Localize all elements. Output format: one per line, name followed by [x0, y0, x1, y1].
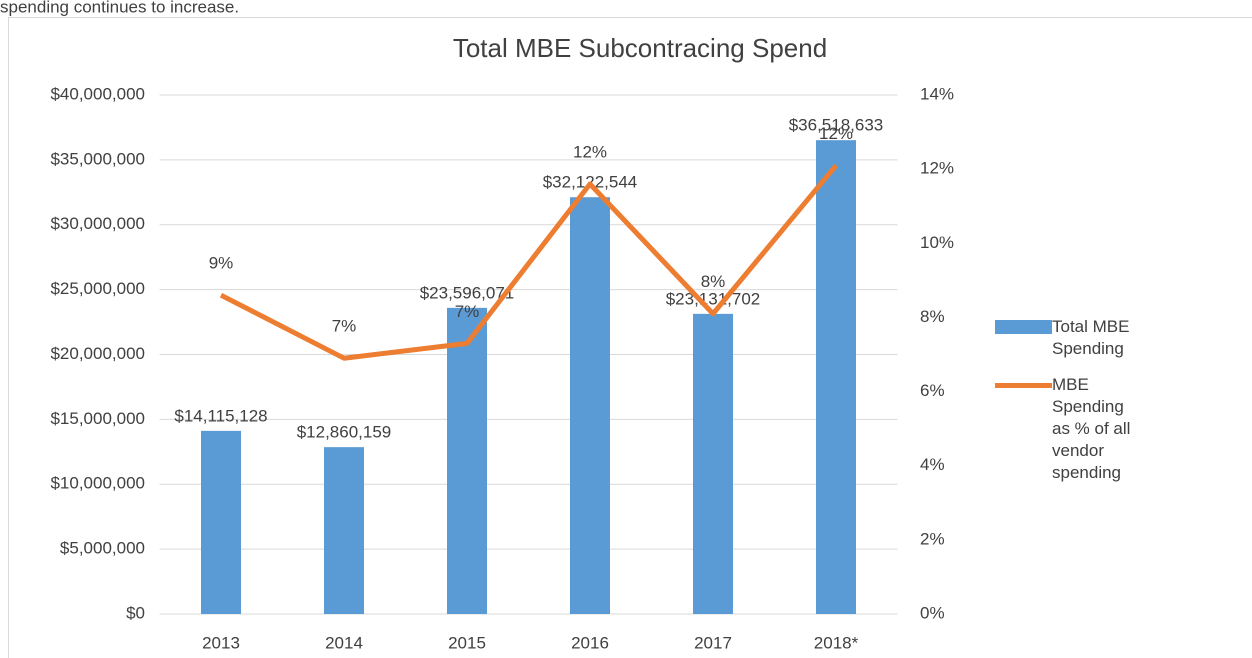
- legend-label: MBE Spending as % of all vendor spending: [1052, 375, 1131, 482]
- line-value-label: 9%: [209, 254, 234, 273]
- legend-label: Total MBE Spending: [1052, 317, 1130, 358]
- y2-tick-label: 12%: [920, 159, 954, 178]
- y2-tick-label: 14%: [920, 84, 954, 103]
- bar-value-label: $12,860,159: [297, 423, 392, 442]
- y-tick-label: $35,000,000: [50, 149, 145, 168]
- bar: [201, 430, 241, 614]
- x-tick-label: 2016: [571, 633, 609, 652]
- x-tick-label: 2018*: [814, 633, 859, 652]
- y-tick-label: $5,000,000: [60, 539, 145, 558]
- legend-item: Total MBE Spending: [995, 316, 1145, 360]
- y-tick-label: $40,000,000: [50, 84, 145, 103]
- y2-tick-label: 8%: [920, 307, 945, 326]
- legend-item: MBE Spending as % of all vendor spending: [995, 374, 1145, 484]
- y-tick-label: $15,000,000: [50, 409, 145, 428]
- legend: Total MBE Spending MBE Spending as % of a…: [995, 316, 1145, 498]
- y2-tick-label: 6%: [920, 381, 945, 400]
- x-tick-label: 2017: [694, 633, 732, 652]
- y-tick-label: $25,000,000: [50, 279, 145, 298]
- y-tick-label: $10,000,000: [50, 474, 145, 493]
- legend-swatch: [995, 383, 1052, 388]
- y-tick-label: $20,000,000: [50, 344, 145, 363]
- line-value-label: 7%: [455, 302, 480, 321]
- y-tick-label: $0: [126, 603, 145, 622]
- bar: [324, 447, 364, 614]
- bar-value-label: $23,596,071: [420, 283, 515, 302]
- y2-tick-label: 10%: [920, 233, 954, 252]
- bar-value-label: $14,115,128: [174, 406, 267, 425]
- bar: [570, 197, 610, 614]
- bar: [447, 307, 487, 614]
- y2-tick-label: 4%: [920, 455, 945, 474]
- chart-border: [8, 17, 1252, 658]
- bar: [693, 313, 733, 614]
- bar-value-label: $23,131,702: [666, 289, 761, 308]
- line: [219, 163, 838, 361]
- line-value-label: 12%: [573, 142, 607, 161]
- caption: spending continues to increase.: [0, 0, 239, 16]
- line-value-label: 7%: [332, 317, 357, 336]
- x-tick-label: 2015: [448, 633, 486, 652]
- y2-tick-label: 0%: [920, 603, 945, 622]
- chart-title: Total MBE Subcontracing Spend: [453, 33, 827, 63]
- line-value-label: 8%: [701, 272, 726, 291]
- x-tick-label: 2014: [325, 633, 363, 652]
- y2-tick-label: 2%: [920, 529, 945, 548]
- bar: [816, 140, 856, 615]
- y-tick-label: $30,000,000: [50, 214, 145, 233]
- x-tick-label: 2013: [202, 633, 240, 652]
- bar-value-label: $36,518,633: [789, 116, 884, 135]
- legend-swatch: [995, 320, 1052, 334]
- line-value-label: 12%: [819, 124, 853, 143]
